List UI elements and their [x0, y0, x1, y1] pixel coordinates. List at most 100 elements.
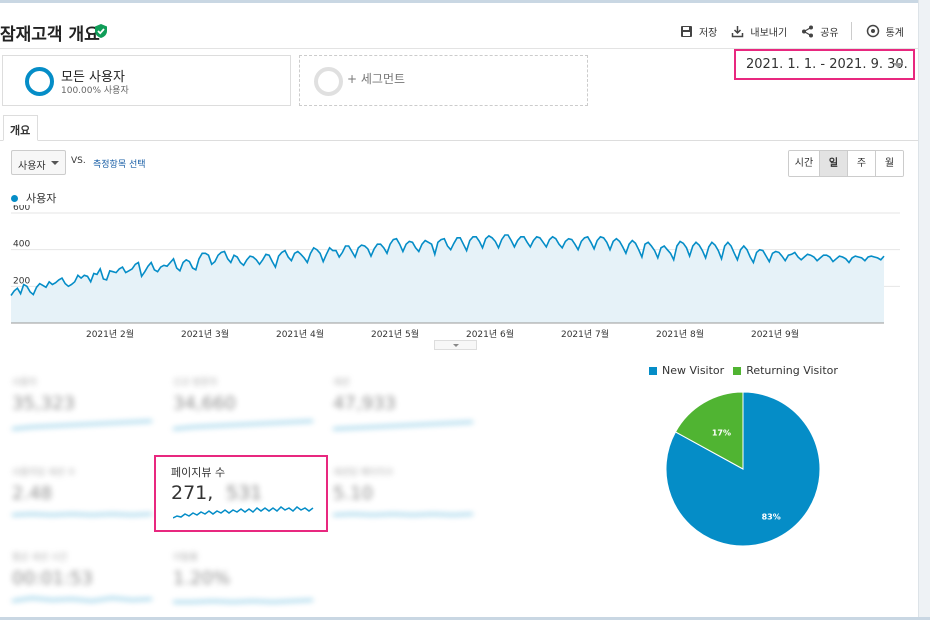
tab-bar	[0, 140, 918, 141]
share-button[interactable]: 공유	[801, 24, 839, 39]
segment-empty-ring-icon	[314, 67, 343, 96]
x-tick-label: 2021년 4월	[276, 328, 324, 340]
x-tick-label: 2021년 7월	[561, 328, 609, 340]
collapse-chart-button[interactable]	[434, 340, 477, 350]
vs-label: VS.	[71, 156, 86, 166]
metric-tile-value: 34,660	[173, 393, 236, 414]
legend-series-label: 사용자	[26, 192, 57, 205]
metric-tile-label: 평균 세션 시간	[12, 553, 68, 563]
date-range-text: 2021. 1. 1. - 2021. 9. 30.	[746, 57, 908, 72]
x-tick-label: 2021년 8월	[656, 328, 704, 340]
legend-label: Returning Visitor	[746, 364, 838, 377]
metric-tile-value: 47,933	[333, 393, 396, 414]
segment-percentage: 100.00% 사용자	[61, 86, 129, 96]
period-hour-button[interactable]: 시간	[789, 151, 819, 176]
legend-returning-visitor: Returning Visitor	[733, 364, 838, 377]
export-button[interactable]: 내보내기	[731, 24, 787, 39]
verified-shield-icon	[95, 24, 107, 38]
share-icon	[802, 25, 814, 37]
users-line	[10, 234, 885, 296]
segment-name: 모든 사용자	[61, 70, 125, 85]
insights-label: 통계	[885, 27, 904, 39]
period-toggle: 시간 일 주 월	[788, 150, 904, 177]
scrollbar[interactable]	[918, 0, 930, 620]
x-tick-label: 2021년 9월	[751, 328, 799, 340]
metric-sparkline	[333, 421, 473, 430]
add-segment-label: + 세그먼트	[347, 72, 406, 86]
pageviews-label: 페이지뷰 수	[171, 466, 226, 479]
users-area	[11, 235, 884, 323]
share-label: 공유	[820, 27, 839, 39]
metric-select[interactable]: 사용자	[11, 150, 66, 175]
insights-icon	[866, 24, 879, 38]
export-label: 내보내기	[750, 27, 788, 39]
metric-tile-label: 세션당 페이지수	[333, 468, 394, 478]
pie-slice-returning-visitor[interactable]	[674, 391, 744, 470]
metric-tile-label: 사용자	[12, 378, 37, 388]
metric-sparkline	[12, 512, 152, 517]
pageviews-tile[interactable]: 페이지뷰 수 271, 531	[154, 455, 328, 532]
header-divider	[850, 22, 852, 40]
page-title: 잠재고객 개요	[0, 25, 100, 45]
pie-slice-label: 17%	[712, 429, 731, 438]
metric-tile-value: 1.20%	[173, 568, 231, 589]
top-border	[0, 0, 930, 3]
period-week-button[interactable]: 주	[847, 151, 875, 176]
bottom-border	[0, 617, 930, 620]
metric-tile-value: 35,323	[12, 393, 75, 414]
metric-sparkline	[12, 420, 152, 430]
users-line-chart[interactable]: 600 400 200 2021년 2월 2021년 3월 2021년 4월 2021년 5…	[0, 205, 918, 345]
chevron-down-icon	[893, 63, 903, 68]
metric-sparkline	[173, 599, 313, 604]
pie-slice-label: 83%	[762, 513, 781, 522]
metric-sparkline	[333, 512, 473, 517]
date-range-picker[interactable]: 2021. 1. 1. - 2021. 9. 30.	[734, 49, 915, 80]
header-actions: 저장 내보내기 공유 통계	[666, 22, 904, 40]
y-tick-label: 400	[13, 240, 30, 250]
x-tick-label: 2021년 5월	[371, 328, 419, 340]
save-label: 저장	[698, 27, 718, 39]
x-tick-label: 2021년 2월	[86, 328, 134, 340]
chevron-down-icon	[51, 161, 59, 165]
metric-tile[interactable]: 이탈률 1.20%	[163, 540, 313, 610]
y-tick-label: 600	[13, 205, 30, 213]
metric-tile[interactable]: 신규 방문자 34,660	[163, 365, 313, 435]
chart-legend: 사용자	[11, 190, 56, 206]
choose-metric-link[interactable]: 측정항목 선택	[93, 160, 146, 170]
period-month-button[interactable]: 월	[875, 151, 903, 176]
y-tick-label: 200	[13, 276, 30, 286]
metric-select-value: 사용자	[18, 161, 46, 172]
metric-sparkline	[173, 420, 313, 430]
pageviews-sparkline	[173, 506, 314, 519]
metric-tile-label: 이탈률	[173, 553, 198, 563]
metric-tile[interactable]: 사용자당 세션 수 2.48	[2, 455, 152, 525]
series-dot-icon	[11, 194, 18, 202]
save-button[interactable]: 저장	[680, 24, 717, 39]
metric-tile-label: 신규 방문자	[173, 378, 218, 388]
metric-sparkline	[12, 596, 152, 603]
pageviews-value: 271,	[171, 482, 214, 504]
metric-tile[interactable]: 사용자 35,323	[2, 365, 152, 435]
tab-overview[interactable]: 개요	[3, 115, 38, 141]
metric-tile-value: 5.10	[333, 483, 374, 504]
metric-tile[interactable]: 평균 세션 시간 00:01:53	[2, 540, 152, 610]
x-tick-label: 2021년 3월	[181, 328, 229, 340]
insights-button[interactable]: 통계	[866, 24, 904, 39]
save-icon	[680, 25, 692, 37]
metric-tile-label: 세션	[333, 378, 350, 388]
metric-tile[interactable]: 세션당 페이지수 5.10	[323, 455, 473, 525]
legend-new-visitor: New Visitor	[649, 364, 724, 377]
metric-tiles: 사용자 35,323 신규 방문자 34,660 세션 47,933 사용자당 …	[0, 365, 500, 615]
header-divider-line	[0, 48, 918, 49]
period-day-button[interactable]: 일	[819, 151, 847, 176]
visitor-pie-chart[interactable]: 83% 17%	[660, 386, 826, 552]
metric-tile-value: 00:01:53	[12, 568, 93, 589]
metric-tile-label: 사용자당 세션 수	[12, 468, 76, 478]
segment-all-users[interactable]: 모든 사용자 100.00% 사용자	[2, 55, 291, 106]
metric-tile[interactable]: 세션 47,933	[323, 365, 473, 435]
legend-swatch	[649, 366, 657, 375]
x-tick-label: 2021년 6월	[466, 328, 514, 340]
export-icon	[732, 25, 744, 37]
add-segment-button[interactable]: + 세그먼트	[299, 55, 588, 106]
legend-label: New Visitor	[662, 364, 725, 377]
